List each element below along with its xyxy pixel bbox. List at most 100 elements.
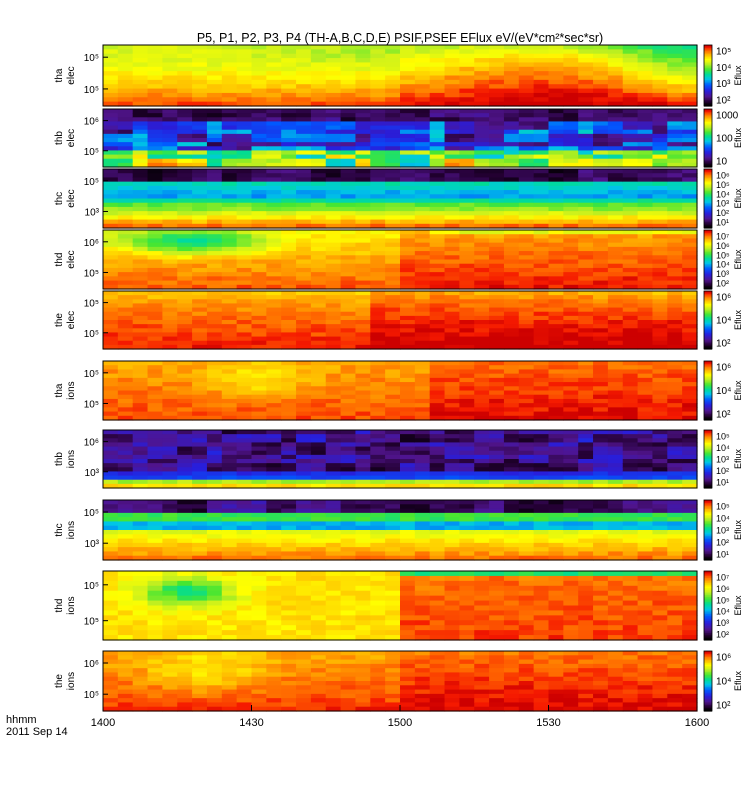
heatmap-cell: [430, 391, 445, 396]
heatmap-cell: [445, 251, 460, 256]
heatmap-cell: [281, 173, 296, 178]
heatmap-cell: [415, 182, 430, 187]
heatmap-cell: [504, 543, 519, 548]
heatmap-cell: [519, 430, 534, 435]
heatmap-cell: [311, 134, 326, 139]
heatmap-cell: [519, 155, 534, 160]
heatmap-cell: [445, 54, 460, 59]
heatmap-cell: [207, 155, 222, 160]
heatmap-cell: [608, 374, 623, 379]
heatmap-cell: [682, 126, 697, 131]
heatmap-cell: [489, 80, 504, 85]
heatmap-cell: [652, 517, 667, 522]
heatmap-cell: [103, 194, 118, 199]
heatmap-cell: [667, 89, 682, 94]
heatmap-cell: [682, 234, 697, 239]
colorbar-tick-label: 10⁵: [716, 47, 731, 58]
heatmap-cell: [489, 238, 504, 243]
heatmap-cell: [667, 238, 682, 243]
heatmap-cell: [237, 281, 252, 286]
heatmap-cell: [207, 207, 222, 212]
heatmap-cell: [266, 543, 281, 548]
heatmap-cell: [474, 121, 489, 126]
heatmap-cell: [103, 365, 118, 370]
heatmap-cell: [459, 320, 474, 325]
heatmap-cell: [222, 320, 237, 325]
heatmap-cell: [192, 374, 207, 379]
heatmap-cell: [296, 369, 311, 374]
heatmap-cell: [593, 467, 608, 472]
heatmap-cell: [445, 199, 460, 204]
heatmap-cell: [341, 316, 356, 321]
heatmap-cell: [162, 220, 177, 225]
heatmap-cell: [519, 308, 534, 313]
heatmap-cell: [504, 247, 519, 252]
heatmap-cell: [534, 521, 549, 526]
heatmap-cell: [504, 207, 519, 212]
heatmap-cell: [638, 234, 653, 239]
heatmap-cell: [385, 230, 400, 235]
heatmap-cell: [445, 391, 460, 396]
heatmap-cell: [667, 276, 682, 281]
heatmap-cell: [133, 45, 148, 50]
heatmap-cell: [326, 93, 341, 98]
heatmap-cell: [608, 504, 623, 509]
heatmap-cell: [578, 543, 593, 548]
heatmap-cell: [563, 173, 578, 178]
heatmap-cell: [370, 109, 385, 114]
heatmap-cell: [162, 67, 177, 72]
heatmap-cell: [489, 471, 504, 476]
heatmap-cell: [281, 190, 296, 195]
heatmap-cell: [326, 276, 341, 281]
heatmap-cell: [652, 80, 667, 85]
heatmap-cell: [133, 113, 148, 118]
heatmap-cell: [415, 312, 430, 317]
heatmap-cell: [133, 521, 148, 526]
heatmap-cell: [296, 211, 311, 216]
heatmap-cell: [474, 54, 489, 59]
heatmap-cell: [370, 530, 385, 535]
heatmap-cell: [638, 551, 653, 556]
heatmap-cell: [519, 272, 534, 277]
heatmap-cell: [504, 365, 519, 370]
heatmap-cell: [519, 49, 534, 54]
heatmap-cell: [192, 230, 207, 235]
heatmap-cell: [563, 328, 578, 333]
heatmap-cell: [578, 97, 593, 102]
heatmap-cell: [252, 186, 267, 191]
heatmap-cell: [445, 312, 460, 317]
heatmap-cell: [311, 534, 326, 539]
heatmap-cell: [162, 476, 177, 481]
heatmap-cell: [148, 316, 163, 321]
heatmap-cell: [638, 299, 653, 304]
y-tick-label: 10⁵: [84, 508, 99, 519]
heatmap-cell: [355, 142, 370, 147]
heatmap-cell: [118, 58, 133, 63]
heatmap-cell: [370, 62, 385, 67]
heatmap-cell: [385, 547, 400, 552]
heatmap-cell: [638, 71, 653, 76]
heatmap-cell: [207, 459, 222, 464]
heatmap-cell: [667, 243, 682, 248]
heatmap-cell: [489, 199, 504, 204]
heatmap-cell: [118, 121, 133, 126]
heatmap-cell: [459, 80, 474, 85]
heatmap-cell: [489, 255, 504, 260]
heatmap-cell: [400, 49, 415, 54]
heatmap-cell: [534, 517, 549, 522]
heatmap-cell: [281, 207, 296, 212]
heatmap-cell: [192, 113, 207, 118]
heatmap-cell: [682, 84, 697, 89]
heatmap-cell: [652, 126, 667, 131]
heatmap-cell: [133, 272, 148, 277]
heatmap-cell: [133, 543, 148, 548]
heatmap-cell: [459, 207, 474, 212]
heatmap-cell: [549, 146, 564, 151]
heatmap-cell: [355, 463, 370, 468]
heatmap-cell: [563, 539, 578, 544]
heatmap-cell: [177, 530, 192, 535]
heatmap-cell: [445, 513, 460, 518]
heatmap-cell: [237, 320, 252, 325]
heatmap-cell: [489, 268, 504, 273]
